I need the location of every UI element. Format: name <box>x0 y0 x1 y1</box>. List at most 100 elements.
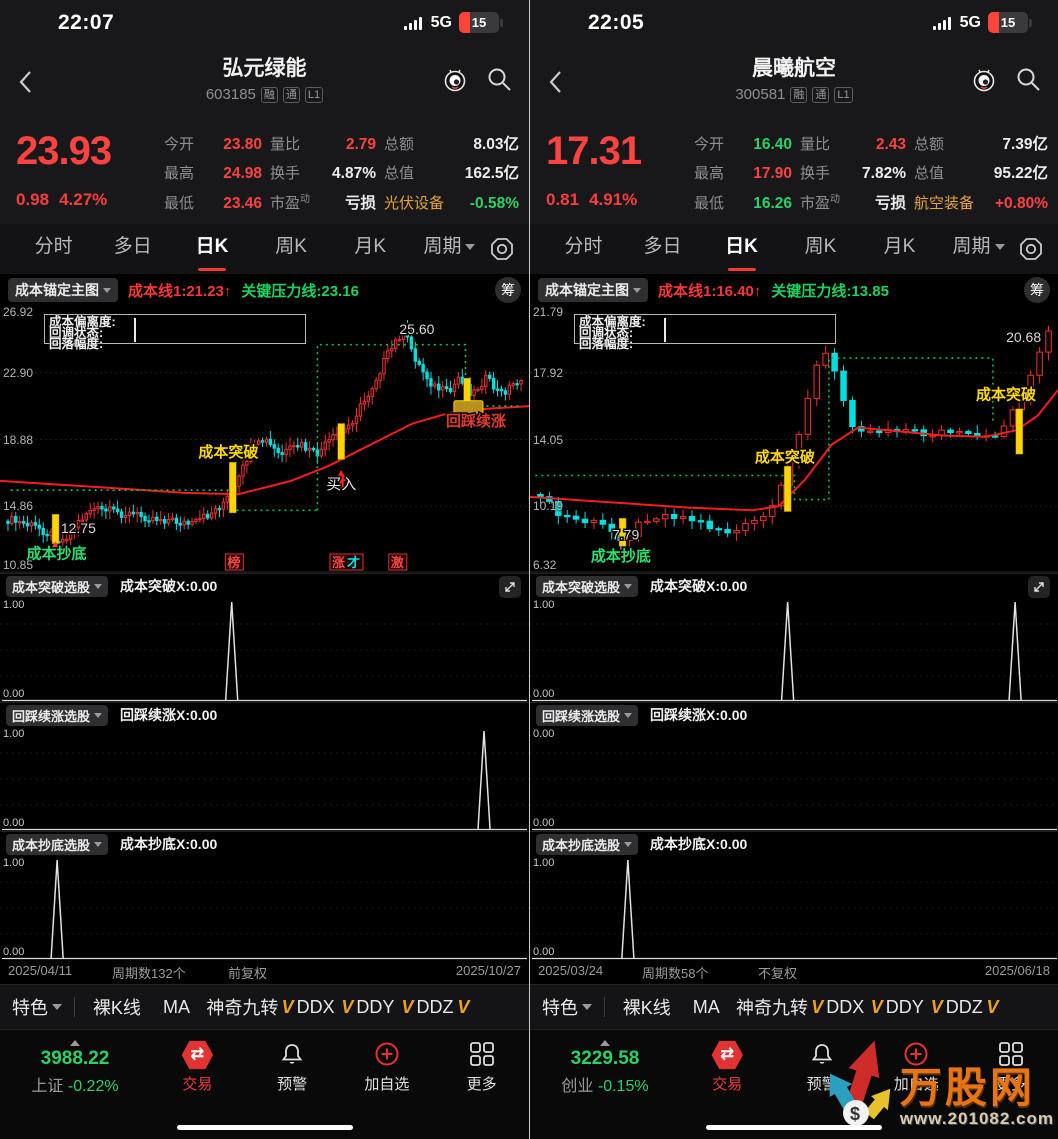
x-axis-row: 2025/03/24 周期数58个 不复权 2025/06/18 <box>530 960 1058 984</box>
tab-monthly-k[interactable]: 月K <box>883 236 916 257</box>
subchart-canvas[interactable] <box>0 598 529 702</box>
tab-period-dropdown[interactable]: 周期 <box>939 224 1018 274</box>
toolbar-special-dropdown[interactable]: 特色 <box>542 994 592 1020</box>
stat-value: 24.98 <box>223 164 262 182</box>
sub-y-top: 1.00 <box>3 728 25 740</box>
tab-weekly-k[interactable]: 周K <box>804 236 837 257</box>
toolbar-item-naked-k[interactable]: 裸K线 <box>622 998 671 1018</box>
subchart-plot[interactable]: 1.00 0.00 <box>0 727 529 831</box>
nav-trade-button[interactable]: ⇄ 交易 <box>680 1040 775 1094</box>
sector-name[interactable]: 光伏设备 <box>384 194 445 212</box>
subchart-header: 成本突破选股 成本突破X:0.00 <box>0 573 529 598</box>
subchart-plot[interactable]: 1.00 0.00 <box>0 598 529 702</box>
tab-daily-k[interactable]: 日K <box>702 224 781 274</box>
toolbar-item-ddx[interactable]: V DDX <box>811 996 865 1017</box>
toolbar-item-ddz[interactable]: V DDZ <box>401 996 454 1017</box>
nav-alert-button[interactable]: 预警 <box>775 1040 870 1094</box>
chart-settings-icon[interactable] <box>1018 236 1044 262</box>
tab-minute[interactable]: 分时 <box>34 236 73 257</box>
mascot-icon[interactable] <box>970 66 998 94</box>
back-icon[interactable] <box>546 68 564 96</box>
toolbar-item-ddx[interactable]: V DDX <box>281 996 335 1017</box>
subchart-canvas[interactable] <box>530 727 1058 831</box>
tab-period-dropdown[interactable]: 周期 <box>410 224 489 274</box>
tab-minute[interactable]: 分时 <box>564 236 603 257</box>
nav-more-button[interactable]: 更多 <box>434 1040 529 1094</box>
index-quote-button[interactable]: 3229.58 创业 -0.15% <box>530 1040 680 1096</box>
subchart-selector[interactable]: 成本突破选股 <box>6 575 109 597</box>
subchart-canvas[interactable] <box>0 727 529 831</box>
subchart-selector[interactable]: 成本突破选股 <box>536 575 639 597</box>
nav-alert-button[interactable]: 预警 <box>245 1040 340 1094</box>
nav-trade-button[interactable]: ⇄ 交易 <box>150 1040 245 1094</box>
subchart-canvas[interactable] <box>530 598 1058 702</box>
toolbar-item-ma[interactable]: MA <box>163 996 190 1017</box>
toolbar-item-partial[interactable]: V <box>987 997 1047 1018</box>
chevron-down-icon <box>624 712 633 718</box>
toolbar-item-ddz[interactable]: V DDZ <box>930 996 983 1017</box>
tab-weekly-k[interactable]: 周K <box>275 236 307 257</box>
sub-y-bottom: 0.00 <box>533 688 555 700</box>
expand-icon[interactable] <box>1028 576 1050 598</box>
battery-percent: 15 <box>1000 15 1016 30</box>
vip-mark: V <box>811 996 824 1017</box>
toolbar-item-magic-nine[interactable]: 神奇九转 <box>206 998 279 1018</box>
bell-icon <box>811 1044 832 1064</box>
pe-sup: 动 <box>300 193 311 205</box>
expand-icon[interactable] <box>499 576 521 598</box>
pe-sup: 动 <box>830 193 841 205</box>
main-indicator-selector[interactable]: 成本锚定主图 <box>8 278 118 302</box>
pressure-line-value: 关键压力线:13.85 <box>771 282 889 300</box>
toolbar-item-naked-k[interactable]: 裸K线 <box>92 998 141 1018</box>
chip-distribution-button[interactable]: 筹 <box>495 277 521 303</box>
up-arrow-icon: ↑ <box>223 282 232 300</box>
toolbar-item-magic-nine[interactable]: 神奇九转 <box>736 998 808 1018</box>
indicator-tooltip-box: 成本偏离度: 回调状态: 回落幅度: <box>44 314 306 351</box>
tab-multiday[interactable]: 多日 <box>643 236 682 257</box>
subchart-plot[interactable]: 1.00 0.00 <box>0 856 529 960</box>
main-kline-chart[interactable]: 7.79 成本抄底 成本突破 成本突破 20.68 21.79 17.92 14.05 … <box>530 305 1058 573</box>
axis-adjust-mode[interactable]: 不复权 <box>758 966 798 981</box>
subchart-plot[interactable]: 0.00 0.00 <box>530 727 1058 831</box>
subchart-canvas[interactable] <box>0 856 529 960</box>
stat-value: 162.5亿 <box>464 164 519 182</box>
subchart-selector[interactable]: 回踩续涨选股 <box>536 704 639 726</box>
subchart-canvas[interactable] <box>530 856 1058 960</box>
subchart-selector[interactable]: 成本抄底选股 <box>6 833 109 855</box>
search-icon[interactable] <box>1016 67 1042 93</box>
sector-name[interactable]: 航空装备 <box>914 194 975 212</box>
status-bar: 22:07 5G 15 <box>0 0 529 44</box>
nav-add-watchlist-button[interactable]: 加自选 <box>340 1040 435 1094</box>
tab-multiday[interactable]: 多日 <box>113 236 152 257</box>
main-indicator-selector[interactable]: 成本锚定主图 <box>538 278 648 302</box>
chart-settings-icon[interactable] <box>489 236 515 262</box>
toolbar-item-ddy[interactable]: V DDY <box>870 996 924 1017</box>
tab-daily-k[interactable]: 日K <box>172 224 251 274</box>
tab-monthly-k[interactable]: 月K <box>354 236 387 257</box>
subchart-selector[interactable]: 成本抄底选股 <box>536 833 639 855</box>
subchart-plot[interactable]: 1.00 0.00 <box>530 856 1058 960</box>
index-name: 上证 <box>31 1078 64 1095</box>
tooltip-line: 回落幅度: <box>579 337 634 351</box>
main-kline-chart[interactable]: 12.75 成本抄底 成本突破 买入 25.60 回踩续涨榜 涨才 激 26.92 22.90… <box>0 305 529 573</box>
index-quote-button[interactable]: 3988.22 上证 -0.22% <box>0 1040 150 1096</box>
mascot-icon[interactable] <box>441 66 469 94</box>
stat-label: 总额 <box>914 135 945 153</box>
subchart-selector[interactable]: 回踩续涨选股 <box>6 704 109 726</box>
main-chart-canvas[interactable]: 12.75 成本抄底 成本突破买入 25.60 回踩续涨榜 涨才 激 <box>0 306 529 573</box>
nav-more-button[interactable]: 更多 <box>964 1040 1058 1094</box>
toolbar-item-ddy[interactable]: V DDY <box>341 996 395 1017</box>
toolbar-item-ma[interactable]: MA <box>692 996 720 1017</box>
toolbar-special-dropdown[interactable]: 特色 <box>12 994 62 1020</box>
index-change: -0.15% <box>597 1078 649 1095</box>
subchart-plot[interactable]: 1.00 0.00 <box>530 598 1058 702</box>
chip-distribution-button[interactable]: 筹 <box>1024 277 1050 303</box>
svg-text:涨: 涨 <box>331 555 345 570</box>
search-icon[interactable] <box>487 67 513 93</box>
toolbar-item-partial[interactable]: V <box>457 997 517 1018</box>
stat-value: 7.82% <box>862 164 906 182</box>
axis-adjust-mode[interactable]: 前复权 <box>228 966 268 981</box>
nav-add-watchlist-button[interactable]: 加自选 <box>869 1040 964 1094</box>
back-icon[interactable] <box>16 68 34 96</box>
